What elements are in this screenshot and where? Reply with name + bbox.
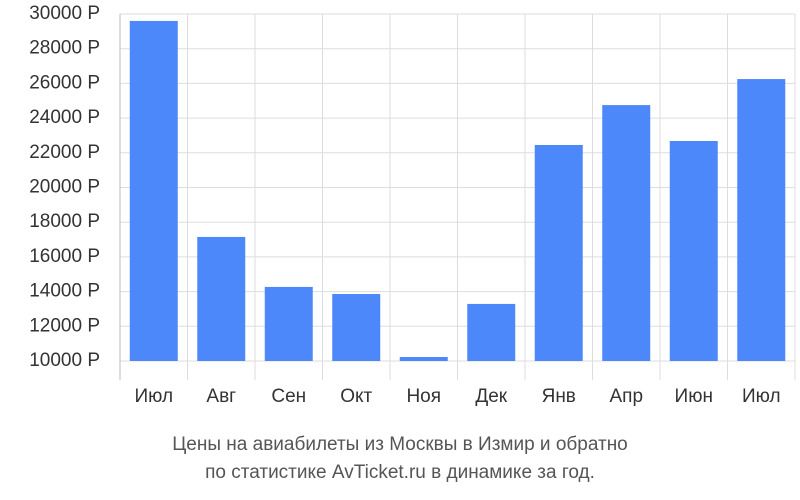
bar <box>399 357 448 361</box>
chart-title: по статистике AvTicket.ru в динамике за … <box>205 462 595 483</box>
x-tick-label: Июл <box>742 386 781 407</box>
x-tick-label: Сен <box>271 386 306 407</box>
y-tick-label: 18000 Р <box>29 211 100 232</box>
y-tick-label: 24000 Р <box>29 107 100 128</box>
bar <box>332 294 381 361</box>
x-tick-label: Дек <box>475 386 507 407</box>
bar <box>737 79 786 361</box>
bar <box>669 141 718 361</box>
y-tick-label: 14000 Р <box>29 281 100 302</box>
chart-title: Цены на авиабилеты из Москвы в Измир и о… <box>172 434 628 455</box>
y-tick-label: 16000 Р <box>29 246 100 267</box>
x-tick-label: Авг <box>206 386 236 407</box>
bar <box>197 236 246 361</box>
x-tick-label: Ноя <box>406 386 441 407</box>
y-tick-label: 12000 Р <box>29 315 100 336</box>
bar <box>534 144 583 361</box>
bar <box>264 286 313 361</box>
y-tick-label: 10000 Р <box>29 350 100 371</box>
x-tick-label: Июл <box>134 386 173 407</box>
y-tick-label: 28000 Р <box>29 38 100 59</box>
y-tick-label: 30000 Р <box>29 3 100 24</box>
y-tick-label: 20000 Р <box>29 177 100 198</box>
bar <box>129 20 178 361</box>
x-tick-label: Июн <box>675 386 713 407</box>
x-tick-label: Окт <box>340 386 372 407</box>
y-tick-label: 26000 Р <box>29 72 100 93</box>
bar <box>602 105 651 362</box>
x-tick-label: Апр <box>609 386 643 407</box>
bar <box>467 303 516 361</box>
x-tick-label: Янв <box>542 386 576 407</box>
y-tick-label: 22000 Р <box>29 142 100 163</box>
